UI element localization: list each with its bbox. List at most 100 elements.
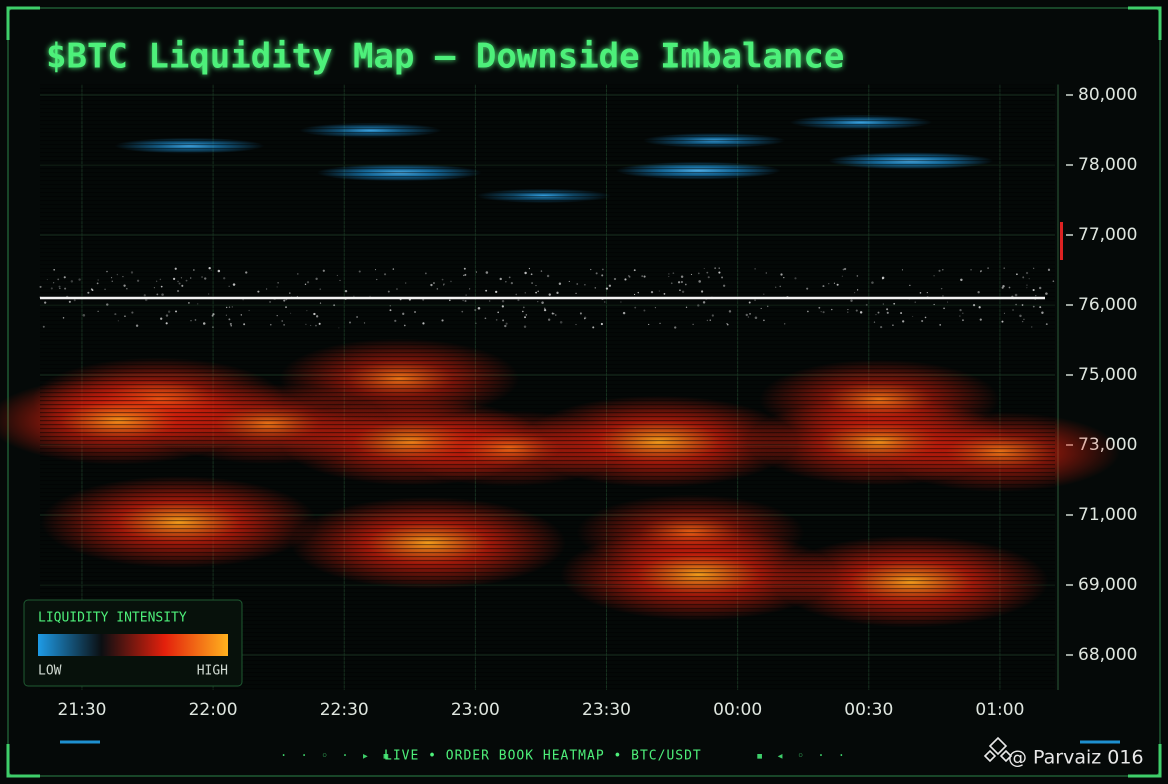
noise-dot [940, 287, 943, 290]
noise-dot [228, 285, 230, 287]
noise-dot [818, 306, 821, 309]
noise-dot [535, 285, 537, 287]
noise-dot [318, 322, 321, 325]
noise-dot [844, 267, 847, 271]
noise-dot [315, 277, 318, 280]
noise-dot [900, 312, 903, 315]
noise-dot [1031, 326, 1033, 328]
noise-dot [765, 272, 767, 274]
noise-dot [537, 301, 539, 303]
noise-dot [1001, 286, 1004, 289]
noise-dot [700, 290, 704, 293]
noise-dot [197, 303, 199, 305]
noise-dot [204, 277, 207, 280]
noise-dot [210, 269, 212, 271]
y-tick-label: 69,000 [1078, 575, 1137, 595]
noise-dot [912, 315, 914, 317]
noise-dot [232, 283, 236, 286]
noise-dot [590, 268, 592, 271]
noise-dot [225, 306, 228, 309]
noise-dot [111, 277, 113, 279]
noise-dot [59, 287, 61, 290]
noise-dot [165, 322, 168, 325]
noise-dot [469, 288, 471, 290]
noise-dot [289, 292, 291, 294]
noise-dot [97, 279, 99, 281]
noise-dot [265, 288, 268, 290]
noise-dot [322, 269, 325, 272]
noise-dot [443, 283, 445, 286]
noise-dot [217, 269, 221, 273]
noise-dot [130, 271, 134, 274]
noise-dot [670, 282, 673, 285]
noise-dot [58, 285, 61, 288]
noise-dot [980, 271, 982, 273]
noise-dot [62, 317, 65, 319]
noise-dot [53, 282, 55, 284]
noise-dot [124, 315, 126, 317]
frame [7, 7, 1161, 777]
noise-dot [806, 287, 809, 290]
noise-dot [702, 301, 706, 304]
noise-dot [339, 279, 341, 281]
noise-dot [319, 288, 322, 290]
noise-dot [212, 326, 214, 328]
noise-dot [650, 290, 654, 294]
noise-dot [319, 302, 322, 304]
noise-dot [228, 318, 231, 321]
noise-dot [977, 291, 980, 294]
noise-dot [1026, 287, 1028, 289]
noise-dot [707, 276, 710, 279]
noise-dot [126, 288, 128, 290]
noise-dot [865, 303, 868, 306]
noise-dot [698, 280, 701, 283]
noise-dot [919, 292, 922, 294]
y-tick-label: 75,000 [1078, 365, 1137, 385]
noise-dot [1001, 320, 1004, 323]
noise-dot [962, 319, 964, 322]
noise-dot [892, 324, 894, 327]
noise-dot [938, 269, 941, 272]
noise-dot [358, 270, 361, 273]
noise-dot [1028, 278, 1030, 280]
noise-dot [306, 310, 308, 312]
noise-dot [807, 310, 809, 313]
noise-dot [159, 278, 162, 281]
noise-dot [180, 277, 183, 279]
noise-dot [754, 316, 758, 320]
noise-dot [225, 314, 227, 316]
noise-dot [243, 323, 246, 326]
noise-dot [430, 283, 433, 287]
noise-dot [783, 277, 785, 279]
noise-dot [841, 275, 844, 277]
noise-dot [926, 291, 928, 294]
noise-dot [441, 319, 444, 322]
noise-dot [177, 280, 179, 283]
noise-dot [960, 278, 963, 282]
noise-dot [305, 323, 307, 325]
noise-dot [641, 275, 643, 277]
noise-dot [131, 311, 134, 314]
noise-dot [42, 325, 45, 328]
noise-dot [1039, 306, 1042, 309]
noise-dot [679, 289, 681, 291]
noise-dot [304, 283, 307, 285]
noise-dot [276, 314, 278, 317]
noise-dot [46, 279, 48, 281]
noise-dot [613, 277, 617, 281]
noise-dot [523, 325, 527, 328]
x-tick-label: 00:00 [713, 700, 762, 720]
noise-dot [375, 269, 377, 271]
noise-dot [78, 278, 81, 281]
noise-dot [269, 300, 272, 303]
noise-dot [624, 278, 627, 281]
noise-dot [156, 280, 158, 282]
texture [40, 84, 1055, 690]
noise-dot [202, 322, 206, 325]
noise-dot [748, 301, 751, 304]
noise-dot [464, 273, 467, 276]
noise-dot [1032, 288, 1035, 292]
noise-dot [63, 276, 66, 279]
noise-dot [387, 290, 390, 293]
